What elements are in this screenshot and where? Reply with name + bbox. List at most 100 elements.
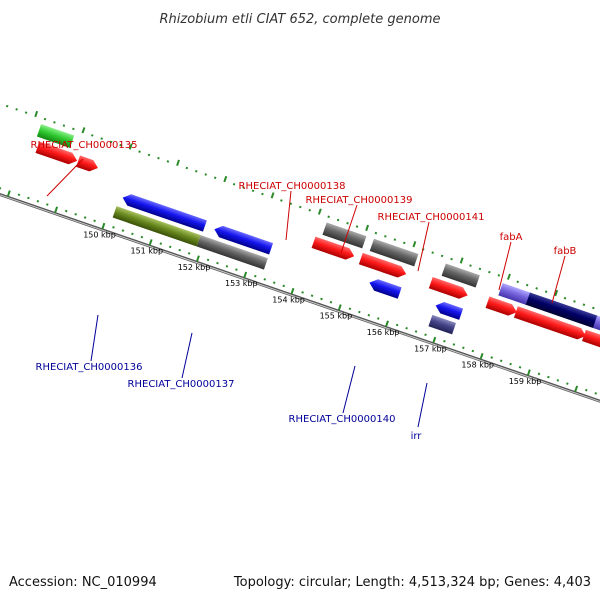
ruler-tick [53,121,56,124]
genome-track [0,104,600,417]
ruler-tick [566,382,569,385]
ruler-tick [83,216,87,219]
ruler-ticks-upper [5,104,595,310]
ruler-tick [459,257,464,264]
ruler-tick [405,326,408,330]
ruler-tick [254,274,257,278]
gene-label[interactable]: irr [411,431,423,442]
gene-red-forward [582,329,600,351]
ruler-tick [374,231,378,235]
gene-gray [369,238,419,267]
scale-label: 154 kbp [272,295,305,304]
ruler-tick [584,388,588,392]
ruler-tick [450,257,453,261]
ruler-tick [121,229,125,232]
ruler-tick [497,274,501,277]
ruler-tick [17,193,21,197]
ruler-tick [424,333,427,337]
gene-slate [428,314,456,335]
ruler-tick [320,297,323,301]
ruler-tick [272,281,276,284]
ruler-tick [185,166,189,170]
ruler-tick [242,186,245,189]
ruler-tick [128,143,133,150]
gene-label[interactable]: RHECIAT_CH0000141 [378,212,485,223]
ruler-tick [329,300,333,304]
ruler-tick [547,375,550,379]
ruler-tick [462,346,465,350]
gene-label[interactable]: RHECIAT_CH0000137 [128,379,235,390]
ruler-tick [525,283,529,287]
ruler-tick [112,226,115,229]
ruler-tick [440,254,444,258]
scale-label: 157 kbp [414,344,447,353]
scale-labels: 150 kbp 151 kbp 152 kbp 153 kbp 154 kbp 155 k… [83,230,541,385]
ruler-tick [36,200,40,203]
ruler-tick [395,323,399,327]
ruler-tick [54,206,59,213]
ruler-tick [225,265,229,268]
ruler-tick [499,359,503,363]
gene-red-forward [311,236,355,260]
gene-label[interactable]: RHECIAT_CH0000135 [31,140,138,151]
ruler-tick [516,280,520,284]
gene-blue-reverse [214,225,274,255]
ruler-tick [518,366,522,369]
gene-label[interactable]: RHECIAT_CH0000136 [36,362,143,373]
ruler-tick [64,209,68,213]
gene-blue-reverse [435,302,464,320]
gene-label[interactable]: RHECIAT_CH0000140 [289,414,396,425]
ruler-tick [213,176,217,179]
ruler-tick [138,150,141,153]
ruler-tick [81,127,86,134]
gene-red-forward [76,155,98,172]
gene-label[interactable]: RHECIAT_CH0000138 [239,181,346,192]
ruler-tick [478,267,482,271]
ruler-tick [46,203,49,206]
ruler-tick [131,232,134,236]
ruler-tick [431,251,434,254]
ruler-tick [327,215,330,219]
ruler-tick [176,159,180,166]
ruler-tick [43,117,47,121]
ruler-tick [235,268,238,271]
ruler-tick [74,213,77,216]
ruler-tick [594,392,597,395]
gene-label[interactable]: fabB [554,246,577,257]
ruler-tick [355,225,359,228]
ruler-tick [384,235,387,238]
scale-label: 155 kbp [320,312,353,321]
ruler-tick [232,182,236,186]
ruler-tick [166,160,170,163]
ruler-tick [301,291,304,294]
gene-light-purple [498,283,531,306]
ruler-tick [367,313,371,317]
ruler-tick [178,248,181,252]
gene-green [36,124,75,148]
ruler-tick [544,290,548,293]
ruler-tick [393,238,397,241]
ruler-tick [535,287,538,290]
ruler-tick [337,304,342,311]
ruler-tick [93,219,96,223]
gene-label[interactable]: fabA [500,232,523,243]
ruler-tick [443,339,446,343]
ruler-tick [507,273,511,280]
accession-text: Accession: NC_010994 [9,575,157,590]
ruler-tick [34,110,39,118]
scale-label: 156 kbp [367,328,400,337]
gene-blue-reverse [369,279,402,299]
ruler-tick [490,356,493,359]
ruler-tick [72,127,75,131]
scale-label: 158 kbp [461,361,494,370]
ruler-tick [317,208,322,215]
ruler-tick [469,264,472,267]
gene-red-forward [35,141,78,165]
ruler-tick [592,306,595,310]
ruler-tick [27,196,30,200]
gene-olive [112,206,201,247]
ruler-tick [206,258,210,262]
ruler-tick [432,336,437,344]
gene-label[interactable]: RHECIAT_CH0000139 [306,195,413,206]
ruler-tick [140,235,144,239]
